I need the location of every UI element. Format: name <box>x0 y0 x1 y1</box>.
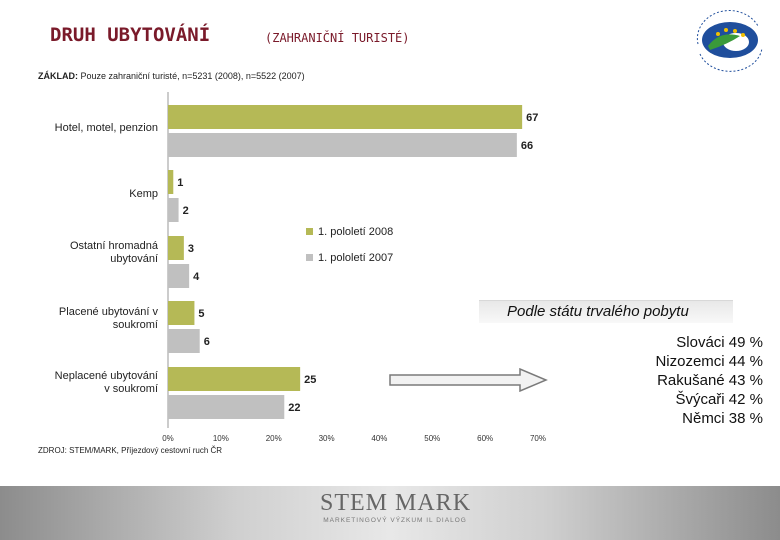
arrow-right-icon <box>389 368 548 392</box>
category-label: v soukromí <box>104 383 158 395</box>
country-item: Rakušané 43 % <box>657 372 763 389</box>
category-label: soukromí <box>113 319 158 331</box>
data-label: 25 <box>304 374 316 386</box>
country-item: Slováci 49 % <box>676 334 763 351</box>
data-label: 5 <box>198 308 204 320</box>
bar <box>168 236 184 260</box>
data-label: 4 <box>193 271 200 283</box>
basis-note: ZÁKLAD: Pouze zahraniční turisté, n=5231… <box>38 71 305 81</box>
bar <box>168 301 195 325</box>
page-subtitle: (ZAHRANIČNÍ TURISTÉ) <box>265 31 410 45</box>
bar <box>168 264 190 288</box>
side-box-title: Podle státu trvalého pobytu <box>479 300 733 323</box>
bar <box>168 329 200 353</box>
x-tick-label: 10% <box>213 434 229 443</box>
bar <box>168 198 179 222</box>
x-tick-label: 20% <box>266 434 282 443</box>
bar <box>168 105 523 129</box>
country-list: Slováci 49 % Nizozemci 44 % Rakušané 43 … <box>600 333 763 428</box>
country-item: Švýcaři 42 % <box>675 391 763 408</box>
category-label: ubytování <box>110 253 158 265</box>
x-tick-label: 40% <box>371 434 387 443</box>
country-item: Nizozemci 44 % <box>655 353 763 370</box>
category-label: Neplacené ubytování <box>55 370 158 382</box>
x-tick-label: 70% <box>530 434 546 443</box>
data-label: 3 <box>188 243 194 255</box>
bar <box>168 395 285 419</box>
legend-label: 1. pololetí 2007 <box>318 252 393 264</box>
data-label: 6 <box>204 336 210 348</box>
data-label: 22 <box>288 402 300 414</box>
basis-text: Pouze zahraniční turisté, n=5231 (2008),… <box>80 71 305 81</box>
ministry-logo <box>696 10 763 72</box>
source-note: ZDROJ: STEM/MARK, Příjezdový cestovní ru… <box>38 446 223 455</box>
x-tick-label: 30% <box>319 434 335 443</box>
bar <box>168 133 517 157</box>
data-label: 67 <box>526 112 538 124</box>
category-label: Ostatní hromadná <box>70 240 159 252</box>
legend-swatch <box>306 228 313 235</box>
x-tick-label: 0% <box>162 434 174 443</box>
footer-tagline: MARKETINGOVÝ VÝZKUM IL DIALOG <box>323 517 467 524</box>
legend-label: 1. pololetí 2008 <box>318 226 393 238</box>
bar <box>168 170 174 194</box>
data-label: 1 <box>177 177 183 189</box>
x-tick-label: 60% <box>477 434 493 443</box>
data-label: 66 <box>521 140 533 152</box>
category-label: Placené ubytování v <box>59 306 159 318</box>
category-label: Kemp <box>129 188 158 200</box>
bar <box>168 367 301 391</box>
footer-brand: STEM MARK <box>320 490 472 516</box>
legend-swatch <box>306 254 313 261</box>
page-title: DRUH UBYTOVÁNÍ <box>50 24 211 46</box>
footer-band <box>0 486 780 540</box>
basis-label: ZÁKLAD: <box>38 71 78 81</box>
x-tick-label: 50% <box>424 434 440 443</box>
country-item: Němci 38 % <box>682 410 763 427</box>
category-label: Hotel, motel, penzion <box>55 122 158 134</box>
data-label: 2 <box>183 205 189 217</box>
